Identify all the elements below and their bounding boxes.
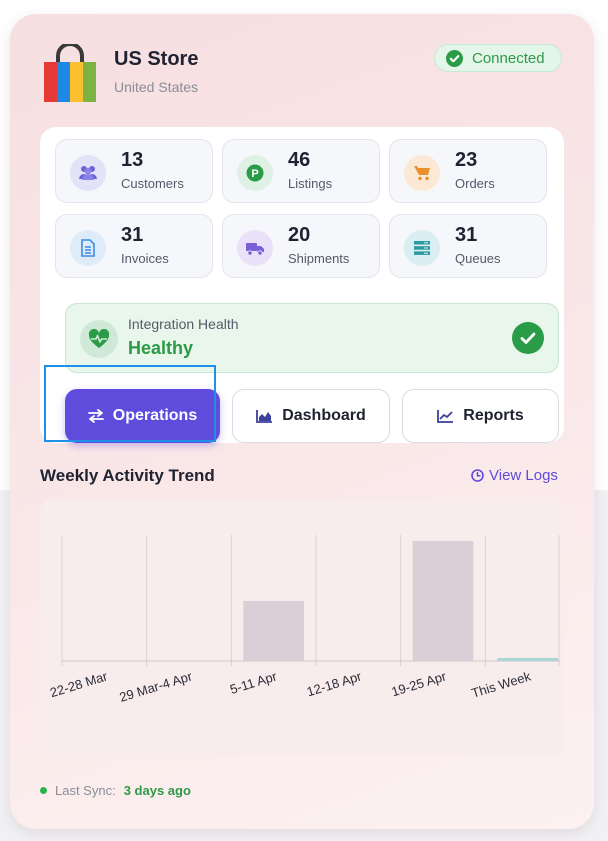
- shipments-label: Shipments: [288, 251, 350, 266]
- dashboard-label: Dashboard: [282, 407, 366, 424]
- x-tick-label: This Week: [470, 668, 533, 700]
- health-title: Integration Health: [128, 316, 239, 332]
- document-icon: [70, 230, 106, 266]
- reports-label: Reports: [463, 407, 524, 424]
- trend-title: Weekly Activity Trend: [40, 466, 215, 485]
- bar: [243, 601, 304, 661]
- stat-orders[interactable]: 23 Orders: [389, 139, 547, 203]
- last-sync: Last Sync: 3 days ago: [40, 783, 191, 798]
- last-sync-label: Last Sync:: [55, 783, 116, 798]
- listings-label: Listings: [288, 176, 333, 191]
- view-logs-label: View Logs: [489, 467, 558, 484]
- store-name: US Store: [114, 48, 199, 70]
- invoices-count: 31: [121, 224, 144, 246]
- check-icon: [512, 322, 544, 354]
- clock-icon: [471, 469, 484, 482]
- orders-count: 23: [455, 149, 478, 171]
- store-card: US Store United States Connected 13 Cust…: [10, 14, 594, 829]
- x-tick-label: 5-11 Apr: [228, 668, 279, 697]
- truck-icon: [237, 230, 273, 266]
- line-chart-icon: [437, 410, 454, 423]
- orders-label: Orders: [455, 176, 495, 191]
- stack-icon: [404, 230, 440, 266]
- bar: [412, 541, 474, 661]
- connection-status-badge: Connected: [434, 44, 562, 72]
- stat-shipments[interactable]: 20 Shipments: [222, 214, 380, 278]
- last-sync-value: 3 days ago: [123, 783, 191, 798]
- parking-icon: P: [237, 155, 273, 191]
- customers-count: 13: [121, 149, 144, 171]
- shipments-count: 20: [288, 224, 311, 246]
- view-logs-link[interactable]: View Logs: [471, 467, 558, 484]
- operations-label: Operations: [112, 407, 198, 424]
- area-chart-icon: [256, 410, 273, 423]
- stat-listings[interactable]: P 46 Listings: [222, 139, 380, 203]
- dashboard-button[interactable]: Dashboard: [232, 389, 390, 443]
- cart-icon: [404, 155, 440, 191]
- invoices-label: Invoices: [121, 251, 169, 266]
- users-icon: [70, 155, 106, 191]
- store-country: United States: [114, 79, 199, 95]
- check-circle-icon: [446, 49, 463, 67]
- bar: [497, 658, 558, 661]
- connection-status-text: Connected: [472, 49, 545, 67]
- stats-panel: 13 Customers P 46 Listings 23 Orders 31 …: [40, 127, 564, 443]
- store-logo: [44, 44, 96, 102]
- stat-customers[interactable]: 13 Customers: [55, 139, 213, 203]
- sync-status-dot: [40, 787, 47, 794]
- heartbeat-icon: [80, 320, 118, 358]
- integration-health-card: Integration Health Healthy: [65, 303, 559, 373]
- focus-ring: [44, 365, 216, 442]
- x-tick-label: 12-18 Apr: [305, 668, 364, 699]
- stat-queues[interactable]: 31 Queues: [389, 214, 547, 278]
- weekly-activity-chart: 22-28 Mar 29 Mar-4 Apr 5-11 Apr 12-18 Apr 19…: [40, 500, 564, 756]
- queues-label: Queues: [455, 251, 501, 266]
- x-tick-label: 19-25 Apr: [390, 668, 449, 699]
- svg-text:P: P: [251, 168, 258, 180]
- swap-arrows-icon: [87, 409, 104, 423]
- customers-label: Customers: [121, 176, 184, 191]
- x-tick-label: 22-28 Mar: [48, 668, 110, 700]
- health-status: Healthy: [128, 338, 194, 358]
- x-tick-label: 29 Mar-4 Apr: [118, 668, 195, 705]
- queues-count: 31: [455, 224, 478, 246]
- chart-svg: 22-28 Mar 29 Mar-4 Apr 5-11 Apr 12-18 Apr 19…: [48, 535, 560, 705]
- listings-count: 46: [288, 149, 311, 171]
- stat-invoices[interactable]: 31 Invoices: [55, 214, 213, 278]
- operations-button[interactable]: Operations: [65, 389, 220, 443]
- reports-button[interactable]: Reports: [402, 389, 559, 443]
